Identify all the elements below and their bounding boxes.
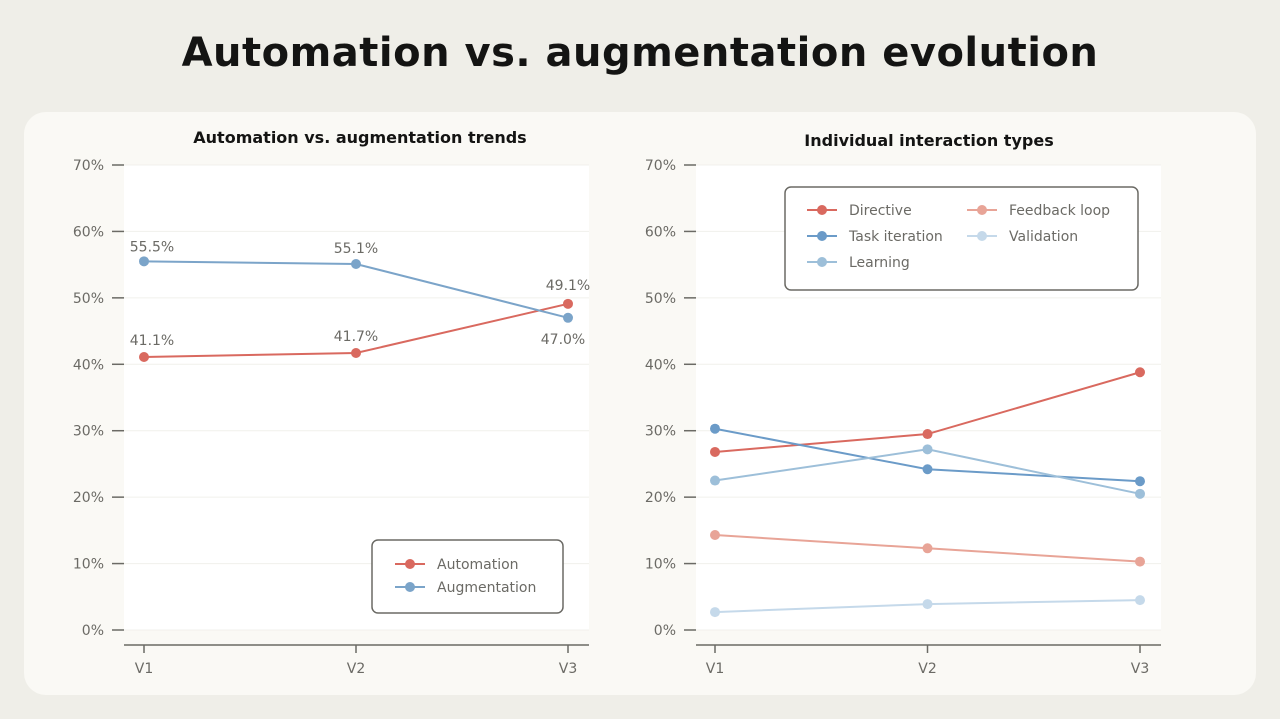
data-point (563, 312, 573, 323)
data-point (922, 543, 933, 554)
data-point (351, 347, 361, 358)
data-label: 49.1% (546, 278, 590, 294)
data-label: 55.5% (130, 239, 174, 255)
legend-item-augmentation: Augmentation (437, 580, 536, 596)
legend-item-automation: Automation (437, 557, 519, 573)
legend-marker (977, 231, 987, 241)
legend-item-learning: Learning (849, 255, 910, 271)
data-point (710, 475, 720, 486)
x-tick-label: V1 (706, 661, 724, 677)
data-point (922, 429, 933, 440)
data-point (563, 298, 573, 309)
data-point (1135, 488, 1145, 499)
data-label: 55.1% (334, 241, 378, 257)
data-point (922, 444, 933, 455)
page-title: Automation vs. augmentation evolution (181, 30, 1099, 76)
legend-marker (977, 205, 987, 215)
y-tick-label: 0% (654, 623, 676, 639)
legend-marker (817, 257, 827, 267)
data-point (710, 530, 720, 541)
x-tick-label: V3 (1131, 661, 1149, 677)
y-tick-label: 60% (73, 224, 104, 240)
y-tick-label: 20% (645, 490, 676, 506)
y-tick-label: 70% (645, 158, 676, 174)
y-tick-label: 20% (73, 490, 104, 506)
data-label: 41.7% (334, 329, 378, 345)
legend-item-directive: Directive (849, 203, 912, 219)
data-point (1135, 556, 1145, 567)
data-point (1135, 595, 1145, 606)
legend-item-task-iteration: Task iteration (848, 229, 943, 245)
chart-title: Individual interaction types (804, 131, 1053, 150)
legend-box (784, 186, 1139, 291)
y-tick-label: 0% (82, 623, 104, 639)
data-label: 41.1% (130, 333, 174, 349)
legend-marker (817, 231, 827, 241)
y-tick-label: 30% (73, 424, 104, 440)
x-tick-label: V3 (559, 661, 577, 677)
legend-item-validation: Validation (1009, 229, 1078, 245)
y-tick-label: 30% (645, 424, 676, 440)
data-point (710, 446, 720, 457)
y-tick-label: 10% (645, 557, 676, 573)
legend-item-feedback-loop: Feedback loop (1009, 203, 1110, 219)
data-point (139, 351, 149, 362)
data-point (710, 607, 720, 618)
legend-box (371, 539, 564, 614)
y-tick-label: 40% (645, 357, 676, 373)
x-tick-label: V2 (347, 661, 365, 677)
chart-title: Automation vs. augmentation trends (193, 128, 526, 147)
legend-marker (405, 559, 415, 569)
y-tick-label: 40% (73, 357, 104, 373)
legend-marker (817, 205, 827, 215)
y-tick-label: 60% (645, 224, 676, 240)
data-point (922, 464, 933, 475)
legend-marker (405, 582, 415, 592)
data-point (351, 258, 361, 269)
data-label: 47.0% (541, 332, 585, 348)
data-point (1135, 367, 1145, 378)
data-point (710, 423, 720, 434)
data-point (922, 599, 933, 610)
x-tick-label: V1 (135, 661, 153, 677)
x-tick-label: V2 (918, 661, 936, 677)
y-tick-label: 70% (73, 158, 104, 174)
y-tick-label: 10% (73, 557, 104, 573)
y-tick-label: 50% (73, 291, 104, 307)
data-point (139, 256, 149, 267)
data-point (1135, 476, 1145, 487)
y-tick-label: 50% (645, 291, 676, 307)
